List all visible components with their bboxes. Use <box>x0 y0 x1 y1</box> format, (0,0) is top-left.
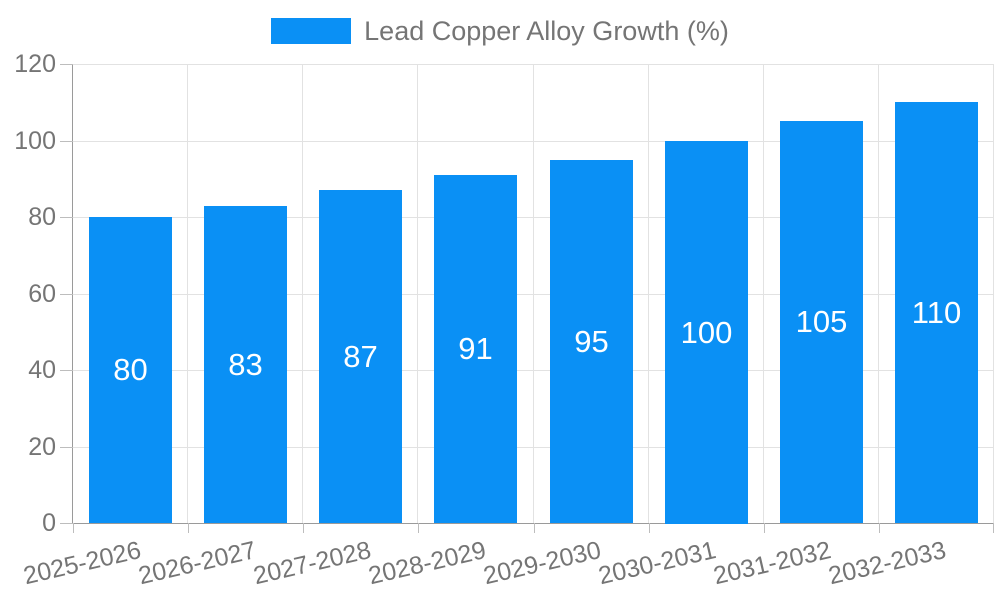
bar[interactable]: 110 <box>895 102 978 523</box>
x-axis-tick <box>73 523 74 533</box>
gridline-vertical <box>533 64 534 523</box>
x-axis-category-label: 2025-2026 <box>21 536 145 591</box>
x-axis-category-label: 2028-2029 <box>366 536 490 591</box>
gridline-vertical <box>187 64 188 523</box>
x-axis-category-label: 2026-2027 <box>136 536 260 591</box>
bar[interactable]: 87 <box>319 190 402 523</box>
bar-value-label: 110 <box>911 294 962 330</box>
y-axis-tick <box>60 217 73 218</box>
y-axis-tick <box>60 370 73 371</box>
y-axis-tick-label: 60 <box>28 280 56 308</box>
y-axis-tick-label: 100 <box>14 127 56 155</box>
x-axis-tick <box>188 523 189 533</box>
gridline-vertical <box>993 64 994 523</box>
legend-color-swatch <box>271 18 352 44</box>
bar[interactable]: 100 <box>665 141 748 524</box>
bar-value-label: 100 <box>680 314 733 350</box>
x-axis-category-label: 2032-2033 <box>826 536 950 591</box>
bar[interactable]: 105 <box>780 121 863 523</box>
x-axis-category-label: 2029-2030 <box>481 536 605 591</box>
y-axis-tick-label: 80 <box>28 203 56 231</box>
y-axis-tick-label: 20 <box>28 433 56 461</box>
y-axis-tick <box>60 294 73 295</box>
bar-value-label: 91 <box>458 331 493 366</box>
bar-value-label: 95 <box>574 323 609 359</box>
x-axis-tick <box>764 523 765 533</box>
legend[interactable]: Lead Copper Alloy Growth (%) <box>0 17 1000 45</box>
bar[interactable]: 80 <box>89 217 172 523</box>
bar[interactable]: 95 <box>550 160 633 523</box>
bar-value-label: 83 <box>228 346 263 382</box>
y-axis-tick <box>60 141 73 142</box>
y-axis-tick-label: 40 <box>28 356 56 384</box>
bar[interactable]: 83 <box>204 206 287 523</box>
legend-label: Lead Copper Alloy Growth (%) <box>364 16 729 46</box>
y-axis-tick-label: 120 <box>14 50 56 78</box>
x-axis-category-label: 2030-2031 <box>596 536 720 591</box>
y-axis-tick <box>60 64 73 65</box>
gridline-vertical <box>648 64 649 523</box>
y-axis-tick <box>60 523 73 524</box>
x-axis-category-label: 2031-2032 <box>711 536 835 591</box>
x-axis-tick <box>534 523 535 533</box>
x-axis-category-label: 2027-2028 <box>251 536 375 591</box>
x-axis-tick <box>418 523 419 533</box>
y-axis-tick <box>60 447 73 448</box>
x-axis-tick <box>993 523 994 533</box>
bar-value-label: 87 <box>343 338 378 374</box>
y-axis-tick-label: 0 <box>42 509 56 537</box>
gridline-vertical <box>302 64 303 523</box>
plot-area: 80 83 87 91 95 100 105 110 <box>60 64 994 533</box>
gridline-vertical <box>763 64 764 523</box>
bar-value-label: 105 <box>795 304 848 339</box>
x-axis-tick <box>649 523 650 533</box>
bar[interactable]: 91 <box>434 175 517 523</box>
gridline-vertical <box>878 64 879 523</box>
gridline-vertical <box>417 64 418 523</box>
x-axis-tick <box>303 523 304 533</box>
x-axis-tick <box>879 523 880 533</box>
bar-value-label: 80 <box>113 352 148 387</box>
